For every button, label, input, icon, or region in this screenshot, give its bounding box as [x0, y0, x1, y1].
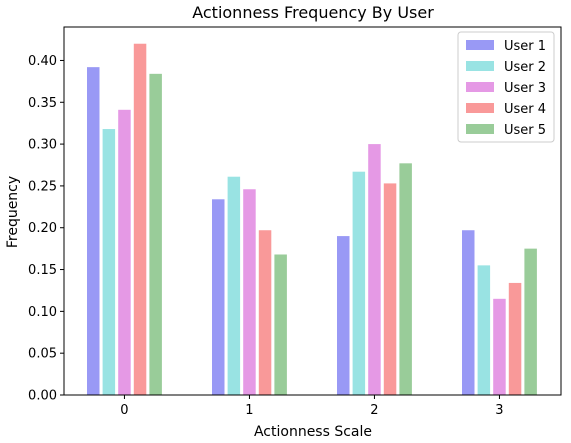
- bar-user2-cat2: [352, 171, 366, 395]
- y-tick-label: 0.05: [28, 347, 57, 362]
- y-tick-label: 0.30: [28, 138, 57, 153]
- y-tick-label: 0.00: [28, 389, 57, 404]
- legend-label: User 2: [504, 60, 546, 75]
- legend-swatch: [466, 40, 494, 50]
- bar-user2-cat0: [102, 129, 116, 395]
- bar-user5-cat0: [149, 73, 162, 395]
- bar-user2-cat1: [227, 176, 241, 395]
- legend-label: User 5: [504, 123, 546, 138]
- chart-title: Actionness Frequency By User: [192, 3, 434, 22]
- legend-label: User 1: [504, 39, 546, 54]
- y-tick-label: 0.40: [28, 54, 57, 69]
- y-tick-label: 0.15: [28, 263, 57, 278]
- bar-user1-cat1: [212, 199, 225, 395]
- x-tick-label: 1: [245, 403, 253, 418]
- legend-box: [457, 31, 555, 143]
- plot-frame: [63, 26, 562, 396]
- bar-user4-cat3: [508, 282, 522, 395]
- bar-user3-cat1: [243, 189, 256, 395]
- y-tick-label: 0.35: [28, 96, 57, 111]
- bar-user4-cat1: [258, 230, 272, 395]
- legend-label: User 4: [504, 102, 546, 117]
- legend: User 1 User 2 User 3 User 4 User 5: [457, 31, 555, 143]
- bar-user1-cat2: [337, 236, 350, 395]
- legend-swatch: [466, 82, 494, 92]
- x-tick-label: 3: [495, 403, 503, 418]
- y-axis-label: Frequency: [5, 176, 21, 248]
- bar-user1-cat3: [462, 230, 475, 395]
- x-axis-label: Actionness Scale: [254, 424, 372, 440]
- bar-user4-cat2: [383, 183, 397, 395]
- bar-user4-cat0: [133, 43, 147, 396]
- bar-user5-cat1: [274, 254, 287, 395]
- x-tick-label: 2: [370, 403, 378, 418]
- y-tick-label: 0.10: [28, 305, 57, 320]
- legend-swatch: [466, 103, 494, 113]
- axes-group: 0.00 0.05 0.10 0.15 0.20 0.25 0.30 0.35 0.40 0 1 2 3: [28, 26, 562, 418]
- legend-label: User 3: [504, 81, 546, 96]
- bar-user3-cat0: [118, 109, 131, 396]
- legend-swatch: [466, 61, 494, 71]
- bar-user3-cat2: [368, 144, 381, 395]
- bar-user5-cat2: [399, 163, 412, 395]
- y-tick-label: 0.20: [28, 221, 57, 236]
- bar-user3-cat3: [493, 298, 506, 395]
- x-tick-label: 0: [120, 403, 128, 418]
- legend-swatch: [466, 124, 494, 134]
- bar-user5-cat3: [524, 248, 537, 395]
- bars-group: [87, 43, 537, 396]
- bar-user1-cat0: [87, 67, 100, 396]
- y-tick-label: 0.25: [28, 179, 57, 194]
- bar-user2-cat3: [477, 265, 491, 395]
